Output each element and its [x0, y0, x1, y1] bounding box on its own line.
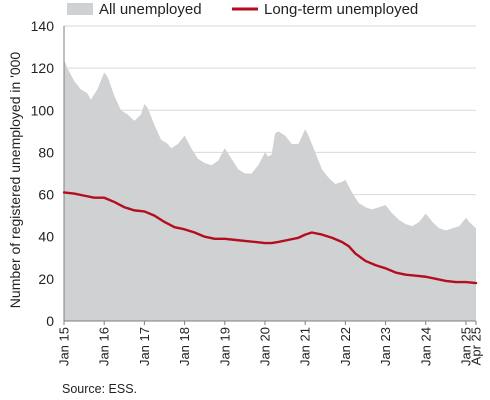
- x-tick-label: Jan 24: [418, 327, 433, 366]
- x-tick-label: Jan 17: [137, 327, 152, 366]
- y-tick-label: 80: [38, 144, 54, 160]
- legend-label-long-term-unemployed: Long-term unemployed: [264, 1, 418, 18]
- y-tick-label: 0: [46, 313, 54, 329]
- x-tick-label: Apr 25: [469, 327, 484, 365]
- x-tick-labels: Jan 15 Jan 16 Jan 17 Jan 18 Jan 19 Jan 20 Jan …: [57, 321, 484, 366]
- y-tick-label: 60: [38, 187, 54, 203]
- y-tick-label: 40: [38, 229, 54, 245]
- x-tick-label: Jan 20: [257, 327, 272, 366]
- x-tick-label: Jan 21: [298, 327, 313, 366]
- line-layer: [62, 191, 478, 285]
- y-tick-label: 20: [38, 271, 54, 287]
- series-area-all-unemployed: [64, 59, 476, 322]
- y-tick-label: 100: [31, 102, 55, 118]
- x-tick-label: Jan 18: [177, 327, 192, 366]
- x-tick-label: Jan 19: [217, 327, 232, 366]
- y-tick-label: 120: [31, 60, 55, 76]
- x-tick-label: Jan 16: [97, 327, 112, 366]
- area-layer: [64, 59, 476, 322]
- y-axis-title: Number of registered unemployed in '000: [7, 52, 23, 309]
- x-tick-label: Jan 23: [378, 327, 393, 366]
- legend: All unemployed Long-term unemployed: [67, 1, 418, 18]
- x-tick-label: Jan 25: [458, 327, 473, 366]
- y-tick-label: 140: [31, 18, 55, 34]
- source-note: Source: ESS.: [62, 382, 137, 396]
- legend-label-all-unemployed: All unemployed: [99, 1, 202, 18]
- x-tick-label: Jan 15: [57, 327, 72, 366]
- y-tick-labels: 0 20 40 60 80 100 120 140: [31, 18, 55, 329]
- axes: [63, 26, 476, 322]
- legend-swatch-all-unemployed: [67, 3, 93, 15]
- series-line-long-term-unemployed: [62, 191, 478, 285]
- x-tick-label: Jan 22: [338, 327, 353, 366]
